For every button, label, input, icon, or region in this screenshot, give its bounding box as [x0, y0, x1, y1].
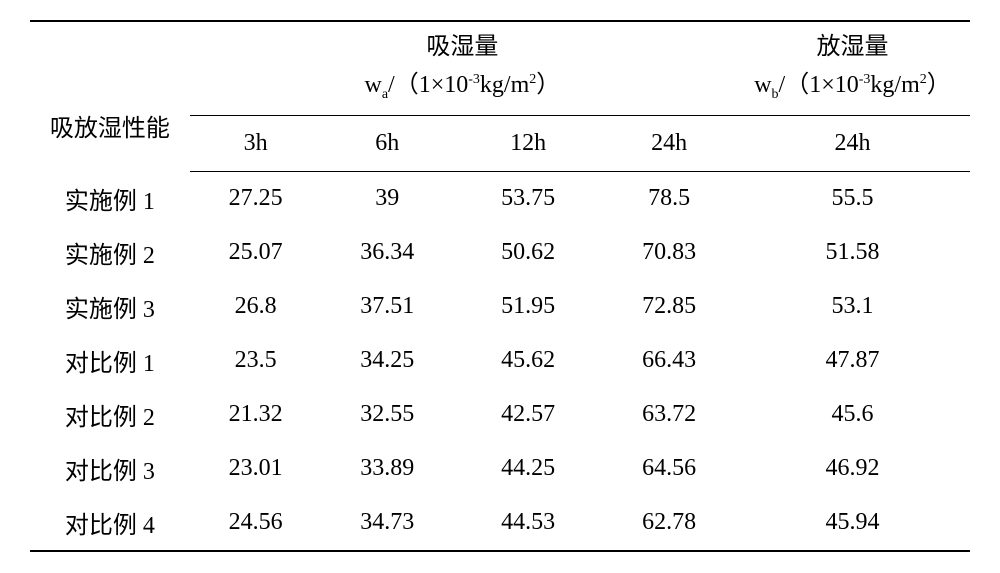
table-row: 对比例 2 21.32 32.55 42.57 63.72 45.6	[30, 388, 970, 442]
header-rowlabel: 吸放湿性能	[30, 21, 190, 171]
cell-value: 62.78	[603, 496, 735, 551]
cell-value: 21.32	[190, 388, 322, 442]
table-row: 对比例 4 24.56 34.73 44.53 62.78 45.94	[30, 496, 970, 551]
humidity-performance-table: 吸放湿性能 吸湿量 wa/（1×10-3kg/m2） 放湿量 wb/（1×10-…	[30, 20, 970, 552]
cell-value: 36.34	[321, 226, 453, 280]
table-row: 实施例 2 25.07 36.34 50.62 70.83 51.58	[30, 226, 970, 280]
cell-value: 46.92	[735, 442, 970, 496]
cell-value: 32.55	[321, 388, 453, 442]
cell-value: 44.53	[453, 496, 603, 551]
absorb-unit: wa/（1×10-3kg/m2）	[190, 66, 735, 106]
subheader-24h-a: 24h	[603, 115, 735, 171]
release-unit-sup2: 2	[920, 72, 927, 87]
cell-value: 23.5	[190, 334, 322, 388]
cell-value: 51.58	[735, 226, 970, 280]
cell-value: 37.51	[321, 280, 453, 334]
subheader-24h-b: 24h	[735, 115, 970, 171]
cell-value: 34.25	[321, 334, 453, 388]
release-title: 放湿量	[735, 28, 970, 66]
cell-value: 33.89	[321, 442, 453, 496]
cell-value: 51.95	[453, 280, 603, 334]
cell-value: 23.01	[190, 442, 322, 496]
subheader-12h: 12h	[453, 115, 603, 171]
row-label: 对比例 4	[30, 496, 190, 551]
cell-value: 53.1	[735, 280, 970, 334]
release-unit-mid: /（1×10	[779, 72, 859, 98]
row-label: 对比例 1	[30, 334, 190, 388]
row-label: 对比例 2	[30, 388, 190, 442]
cell-value: 78.5	[603, 171, 735, 226]
row-label: 实施例 3	[30, 280, 190, 334]
cell-value: 25.07	[190, 226, 322, 280]
absorb-unit-close: ）	[536, 72, 560, 98]
cell-value: 27.25	[190, 171, 322, 226]
cell-value: 70.83	[603, 226, 735, 280]
absorb-unit-mid: /（1×10	[388, 72, 468, 98]
release-unit-close: ）	[927, 72, 951, 98]
cell-value: 64.56	[603, 442, 735, 496]
cell-value: 47.87	[735, 334, 970, 388]
cell-value: 53.75	[453, 171, 603, 226]
table-row: 实施例 1 27.25 39 53.75 78.5 55.5	[30, 171, 970, 226]
release-unit-tail: kg/m	[870, 72, 919, 98]
row-label: 实施例 2	[30, 226, 190, 280]
cell-value: 26.8	[190, 280, 322, 334]
absorb-unit-w: w	[364, 72, 381, 98]
table-row: 对比例 1 23.5 34.25 45.62 66.43 47.87	[30, 334, 970, 388]
table-row: 对比例 3 23.01 33.89 44.25 64.56 46.92	[30, 442, 970, 496]
release-unit: wb/（1×10-3kg/m2）	[735, 66, 970, 106]
cell-value: 55.5	[735, 171, 970, 226]
header-group-absorb: 吸湿量 wa/（1×10-3kg/m2）	[190, 21, 735, 115]
absorb-unit-tail: kg/m	[480, 72, 529, 98]
cell-value: 63.72	[603, 388, 735, 442]
release-unit-sub: b	[772, 87, 779, 102]
subheader-3h: 3h	[190, 115, 322, 171]
cell-value: 34.73	[321, 496, 453, 551]
row-label: 实施例 1	[30, 171, 190, 226]
cell-value: 45.62	[453, 334, 603, 388]
cell-value: 44.25	[453, 442, 603, 496]
cell-value: 45.6	[735, 388, 970, 442]
cell-value: 39	[321, 171, 453, 226]
absorb-title: 吸湿量	[190, 28, 735, 66]
row-label: 对比例 3	[30, 442, 190, 496]
header-row-groups: 吸放湿性能 吸湿量 wa/（1×10-3kg/m2） 放湿量 wb/（1×10-…	[30, 21, 970, 115]
cell-value: 24.56	[190, 496, 322, 551]
cell-value: 72.85	[603, 280, 735, 334]
table-container: 吸放湿性能 吸湿量 wa/（1×10-3kg/m2） 放湿量 wb/（1×10-…	[0, 0, 1000, 572]
subheader-6h: 6h	[321, 115, 453, 171]
table-row: 实施例 3 26.8 37.51 51.95 72.85 53.1	[30, 280, 970, 334]
header-group-release: 放湿量 wb/（1×10-3kg/m2）	[735, 21, 970, 115]
release-unit-w: w	[754, 72, 771, 98]
cell-value: 66.43	[603, 334, 735, 388]
cell-value: 50.62	[453, 226, 603, 280]
cell-value: 42.57	[453, 388, 603, 442]
absorb-unit-sup1: -3	[468, 72, 480, 87]
table-body: 实施例 1 27.25 39 53.75 78.5 55.5 实施例 2 25.…	[30, 171, 970, 551]
release-unit-sup1: -3	[859, 72, 871, 87]
cell-value: 45.94	[735, 496, 970, 551]
